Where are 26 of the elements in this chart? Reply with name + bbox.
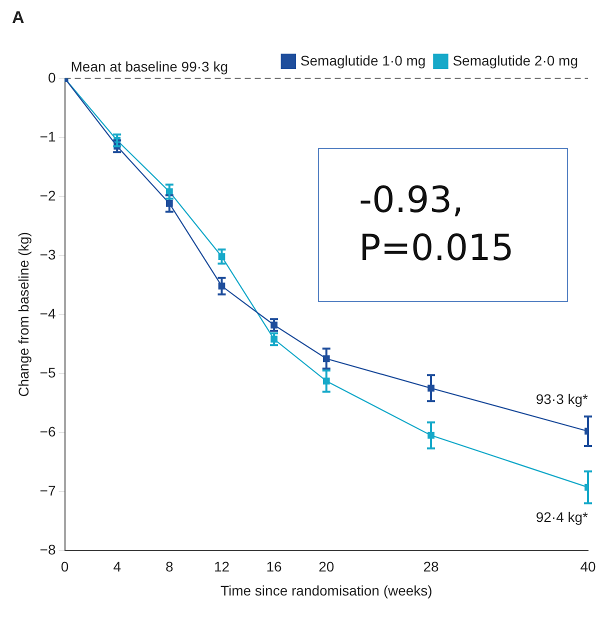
x-tick-label: 8 [166, 558, 174, 575]
x-tick-label: 12 [214, 558, 230, 575]
annotation: -0.93, P=0.015 [318, 148, 568, 302]
y-tick-label: −7 [40, 482, 56, 498]
x-axis-title: Time since randomisation (weeks) [220, 582, 432, 598]
y-tick-label: −2 [40, 187, 56, 204]
x-tick-label: 0 [60, 558, 69, 575]
x-tick-label: 16 [266, 558, 282, 575]
y-tick-label: −3 [40, 246, 56, 262]
y-tick-label: −1 [40, 128, 56, 144]
legend-label: Semaglutide 2·0 mg [452, 52, 578, 68]
x-tick-label: 40 [580, 558, 596, 575]
y-axis-title: Change from baseline (kg) [15, 232, 32, 397]
y-tick-label: 0 [48, 69, 56, 86]
x-tick-label: 28 [423, 558, 440, 575]
x-tick-label: 4 [113, 558, 122, 575]
legend-label: Semaglutide 1·0 mg [300, 52, 426, 68]
annotation: 92·4 kg* [536, 509, 589, 526]
ref-line-label: Mean at baseline 99·3 kg [70, 58, 228, 74]
y-tick-label: −5 [40, 364, 56, 380]
chart-title: A [12, 8, 24, 27]
annotation: 93·3 kg* [536, 391, 589, 408]
x-tick-label: 20 [318, 558, 334, 575]
y-tick-label: −4 [40, 305, 56, 322]
y-tick-label: −8 [40, 541, 56, 558]
y-tick-label: −6 [40, 423, 56, 440]
